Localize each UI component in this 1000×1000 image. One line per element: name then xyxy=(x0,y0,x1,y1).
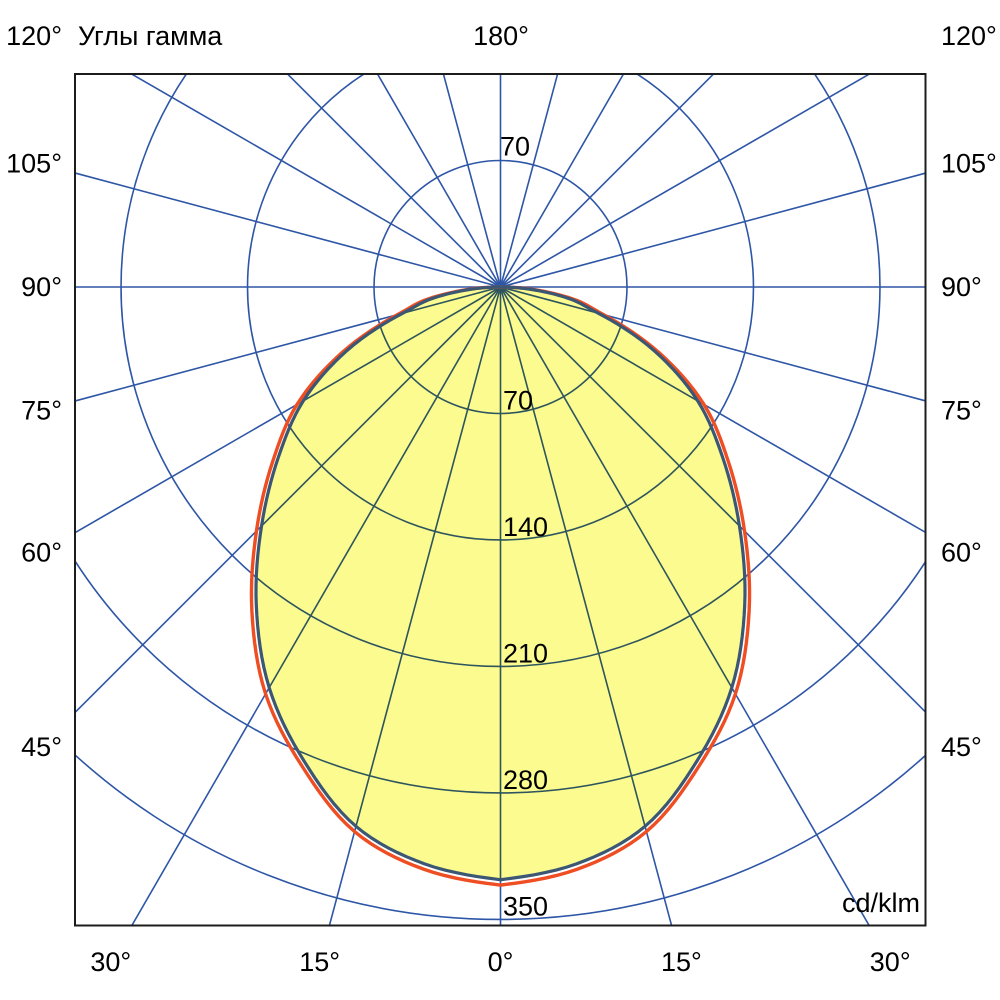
gamma-tick-bottom-4: 30° xyxy=(870,947,911,977)
gamma-tick-left-90: 90° xyxy=(21,272,62,302)
polar-grid-spoke xyxy=(499,286,926,714)
polar-grid-spoke xyxy=(75,286,501,402)
polar-grid-spoke xyxy=(376,74,502,288)
gamma-tick-left-75: 75° xyxy=(21,395,62,425)
ring-value-label-350: 350 xyxy=(503,891,548,921)
gamma-tick-left-45: 45° xyxy=(21,732,62,762)
chart-title: Углы гамма xyxy=(78,21,223,51)
polar-grid-spoke xyxy=(75,172,501,288)
ring-value-label-210: 210 xyxy=(503,638,548,668)
polar-grid-spoke xyxy=(75,286,502,714)
polar-grid-spoke xyxy=(75,286,501,534)
polar-grid-spoke xyxy=(130,286,502,926)
gamma-tick-left-60: 60° xyxy=(21,538,62,568)
plot-border xyxy=(74,73,927,927)
polar-grid-spoke xyxy=(500,74,872,288)
polar-grid-spoke xyxy=(328,286,502,926)
polar-grid-spoke xyxy=(500,286,926,534)
polar-grid-spoke xyxy=(500,286,926,402)
polar-grid-spoke xyxy=(442,74,502,288)
ring-value-label-70-upper: 70 xyxy=(500,132,530,162)
curve-c0-c180-orange xyxy=(249,285,752,887)
unit-label: cd/klm xyxy=(842,888,920,918)
polar-grid-spoke xyxy=(500,172,926,288)
gamma-tick-bottom-3: 15° xyxy=(661,947,702,977)
gamma-tick-120-top-left: 120° xyxy=(6,21,62,51)
gamma-tick-bottom-1: 15° xyxy=(299,947,340,977)
gamma-tick-left-105: 105° xyxy=(6,149,62,179)
polar-grid-spoke xyxy=(499,286,673,926)
gamma-tick-180-top: 180° xyxy=(473,21,529,51)
gamma-tick-right-90: 90° xyxy=(941,272,982,302)
gamma-tick-right-45: 45° xyxy=(941,732,982,762)
polar-grid-spoke xyxy=(129,74,501,288)
ring-value-label-70: 70 xyxy=(503,385,533,415)
polar-grid-spoke xyxy=(286,74,502,288)
polar-grid-spoke xyxy=(499,74,715,288)
ring-value-label-140: 140 xyxy=(503,512,548,542)
gamma-tick-bottom-2: 0° xyxy=(488,947,514,977)
gamma-tick-right-105: 105° xyxy=(941,149,997,179)
curve-c90-c270-blue xyxy=(254,285,747,882)
gamma-tick-bottom-0: 30° xyxy=(90,947,131,977)
gamma-tick-right-60: 60° xyxy=(941,538,982,568)
gamma-tick-120-top-right: 120° xyxy=(941,21,997,51)
polar-grid-spoke xyxy=(499,286,871,926)
ring-value-label-280: 280 xyxy=(503,765,548,795)
polar-grid-spoke xyxy=(499,74,625,288)
gamma-tick-right-75: 75° xyxy=(941,395,982,425)
polar-grid-spoke xyxy=(499,74,559,288)
